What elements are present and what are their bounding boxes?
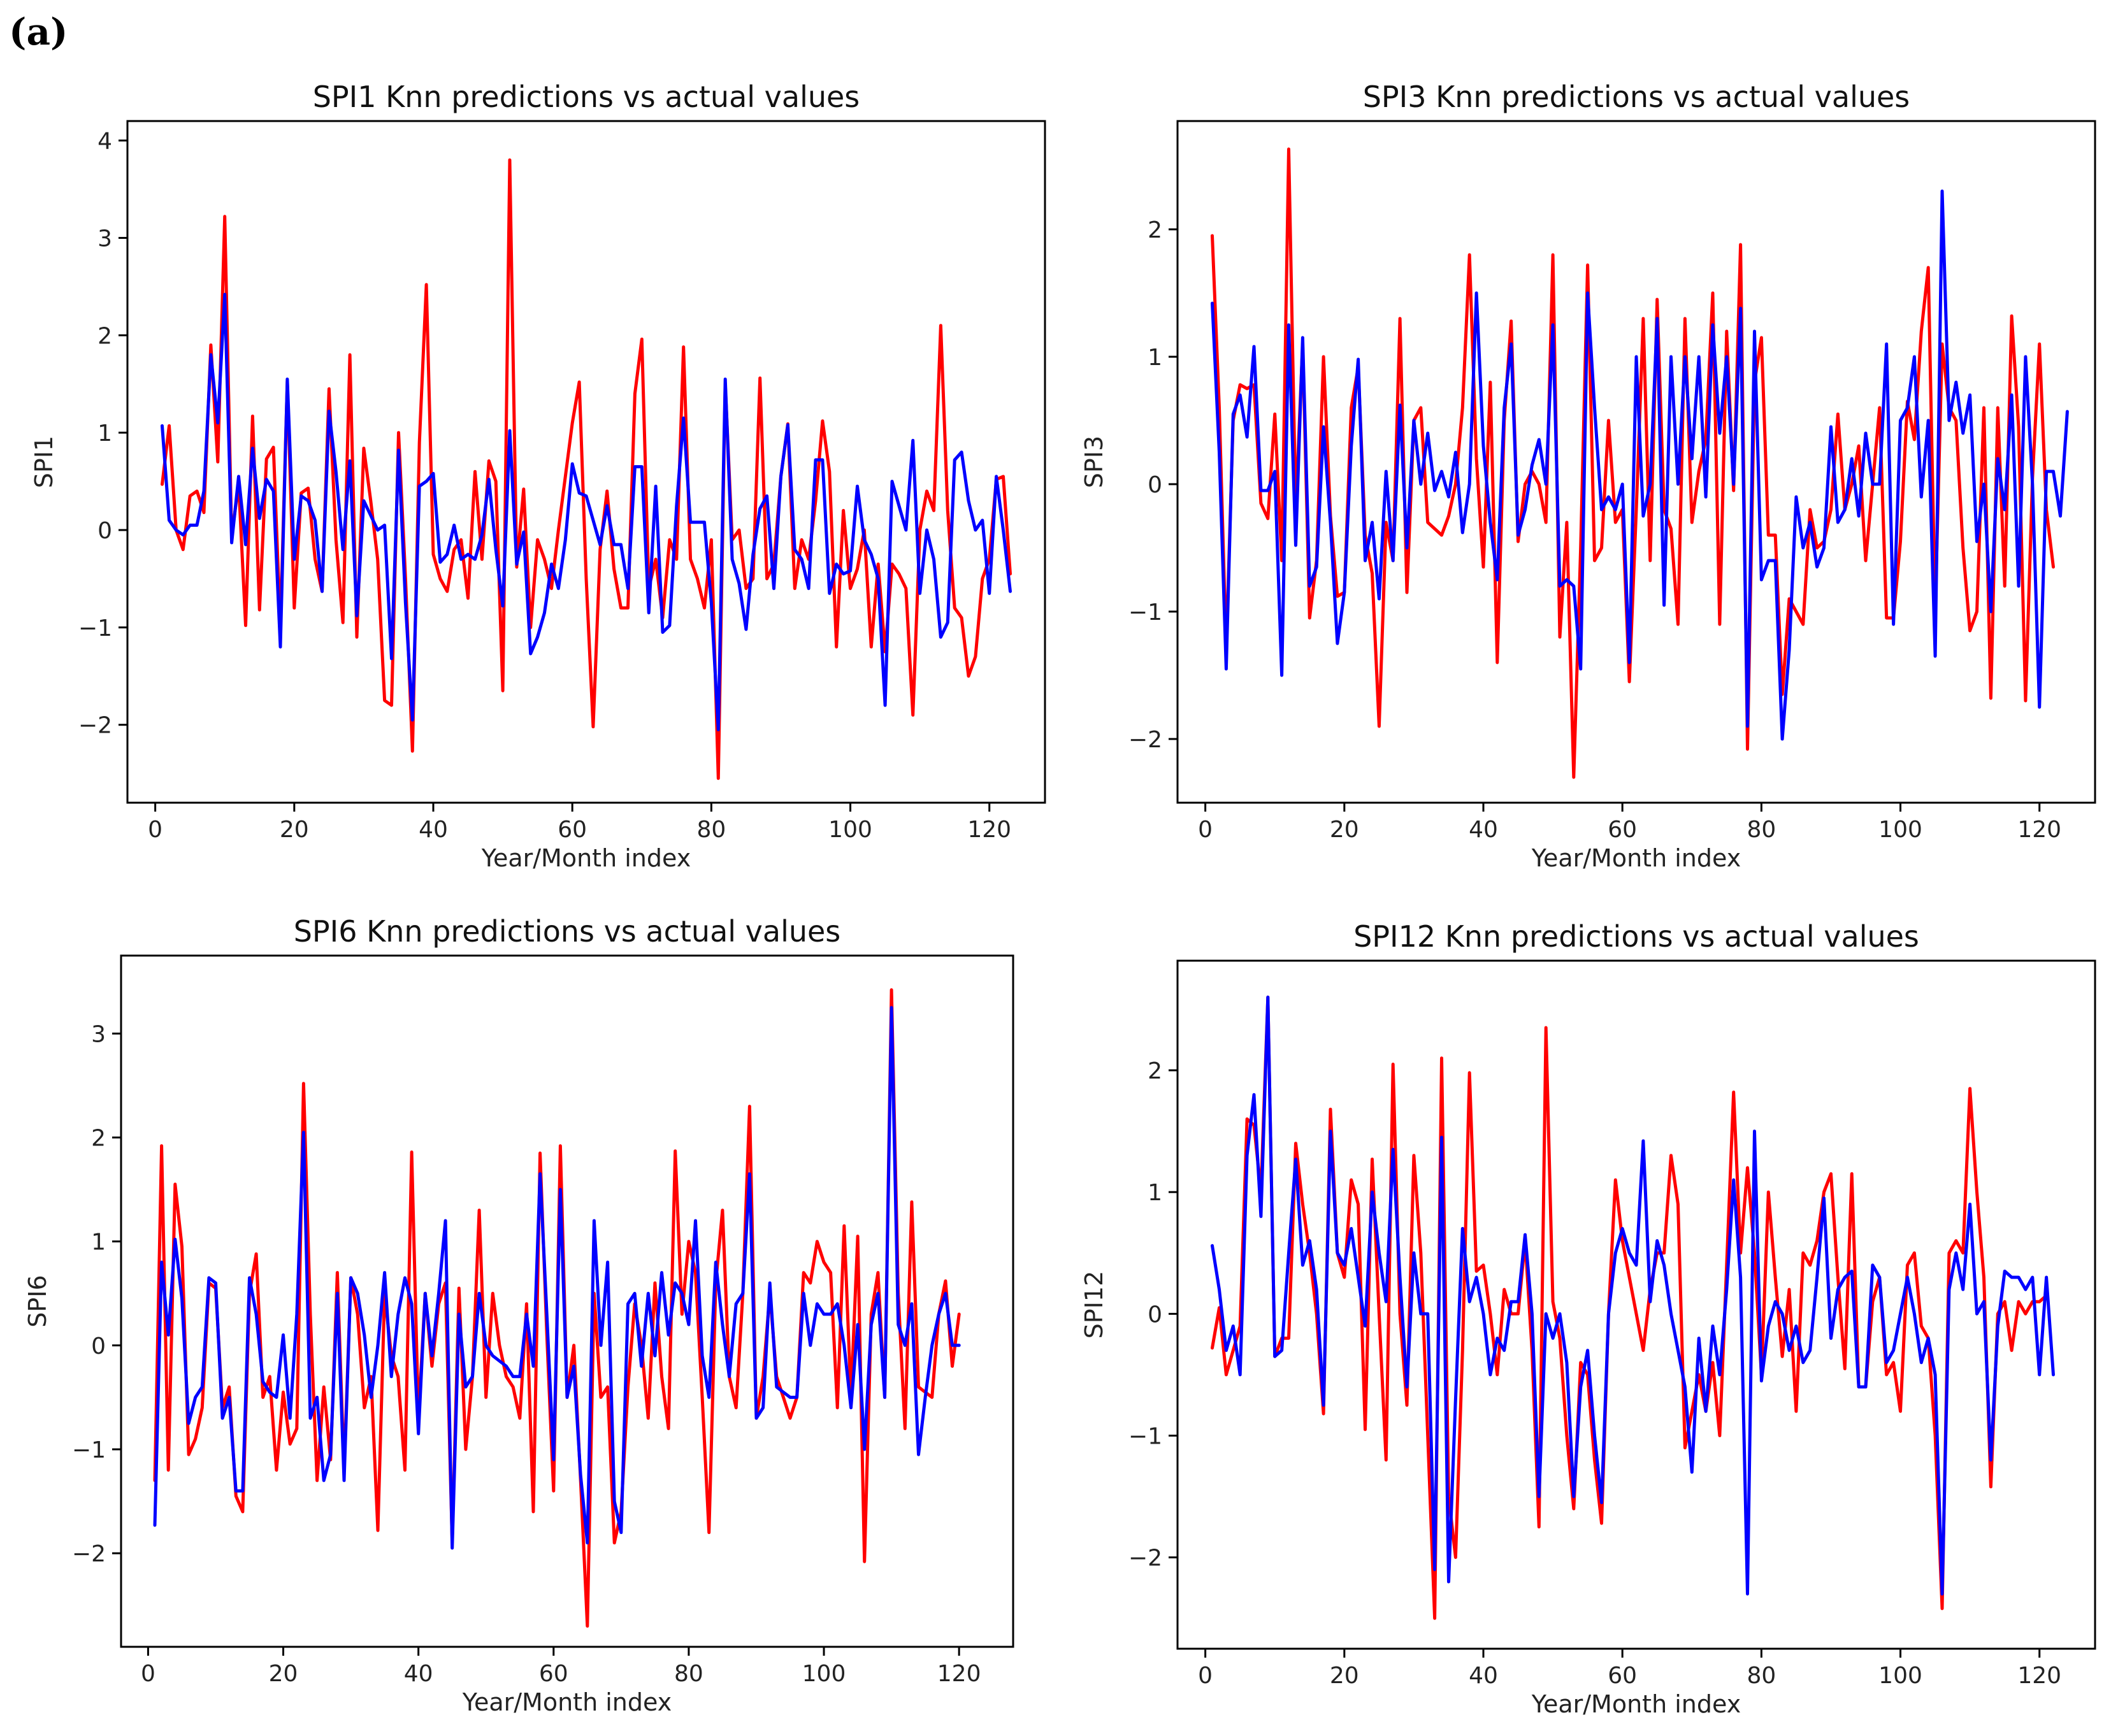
chart-title: SPI6 Knn predictions vs actual values	[294, 914, 841, 949]
plot-frame	[1176, 959, 2096, 1650]
y-tick-label: −2	[1128, 1546, 1162, 1572]
series-group	[1211, 995, 2055, 1620]
x-tick-label: 120	[937, 1661, 981, 1687]
y-tick-label: 1	[1148, 345, 1162, 371]
y-tick-label: 2	[97, 323, 112, 349]
y-axis-label: SPI12	[1080, 1271, 1108, 1339]
series-line-actual	[1211, 995, 2049, 1620]
x-tick-label: 60	[539, 1661, 568, 1687]
x-tick-label: 0	[141, 1661, 155, 1687]
x-tick-label: 80	[674, 1661, 703, 1687]
x-tick-label: 0	[1198, 817, 1213, 843]
x-tick-label: 120	[2017, 817, 2061, 843]
x-axis-label: Year/Month index	[1531, 1690, 1741, 1718]
x-axis-label: Year/Month index	[1531, 844, 1741, 872]
x-tick-label: 100	[802, 1661, 846, 1687]
x-tick-label: 60	[1608, 817, 1637, 843]
y-tick-label: 3	[97, 226, 112, 252]
y-tick-label: −1	[72, 1437, 106, 1463]
series-group	[161, 158, 1012, 780]
series-line-predicted	[153, 1006, 961, 1550]
x-tick-label: 20	[1330, 817, 1359, 843]
y-tick-label: 2	[1148, 217, 1162, 243]
chart-spi12: SPI12 Knn predictions vs actual values 0 2…	[1080, 919, 2096, 1718]
series-line-predicted	[1211, 995, 2055, 1596]
series-line-actual	[1211, 147, 2055, 779]
y-tick-label: −1	[78, 615, 112, 642]
y-tick-label: −1	[1128, 599, 1162, 626]
series-line-predicted	[161, 292, 1012, 731]
y-tick-label: 1	[1148, 1180, 1162, 1206]
plot-frame	[126, 120, 1046, 804]
x-tick-label: 0	[148, 817, 162, 843]
x-tick-label: 20	[269, 1661, 298, 1687]
y-tick-label: −1	[1128, 1423, 1162, 1449]
chart-title: SPI3 Knn predictions vs actual values	[1363, 80, 1910, 114]
x-axis-label: Year/Month index	[462, 1688, 672, 1716]
series-line-actual	[161, 158, 1012, 780]
x-tick-label: 40	[404, 1661, 433, 1687]
x-tick-label: 80	[1747, 817, 1776, 843]
x-tick-label: 60	[1608, 1663, 1637, 1689]
x-axis-label: Year/Month index	[481, 844, 691, 872]
y-axis-label: SPI3	[1080, 436, 1108, 488]
series-group	[1211, 147, 2069, 779]
series-group	[153, 988, 961, 1628]
x-tick-label: 100	[1878, 817, 1922, 843]
y-axis-label: SPI1	[30, 436, 58, 488]
chart-title: SPI1 Knn predictions vs actual values	[313, 80, 860, 114]
chart-title: SPI12 Knn predictions vs actual values	[1353, 919, 1919, 954]
x-tick-label: 40	[419, 817, 448, 843]
x-tick-label: 40	[1469, 1663, 1498, 1689]
x-tick-label: 120	[967, 817, 1011, 843]
y-axis-label: SPI6	[24, 1275, 52, 1327]
y-tick-label: 0	[97, 518, 112, 544]
x-tick-label: 40	[1469, 817, 1498, 843]
y-tick-label: 4	[97, 129, 112, 155]
plot-frame	[120, 954, 1014, 1648]
y-tick-label: 1	[91, 1230, 106, 1256]
x-tick-label: 60	[558, 817, 587, 843]
y-tick-label: −2	[1128, 727, 1162, 753]
x-tick-label: 0	[1198, 1663, 1213, 1689]
y-tick-label: 0	[91, 1333, 106, 1359]
x-tick-label: 120	[2017, 1663, 2061, 1689]
x-tick-label: 80	[696, 817, 726, 843]
figure-panel-label: (a)	[9, 10, 68, 54]
x-tick-label: 20	[1330, 1663, 1359, 1689]
x-tick-label: 100	[1878, 1663, 1922, 1689]
y-tick-label: −2	[78, 713, 112, 739]
y-tick-label: 2	[91, 1126, 106, 1152]
y-tick-label: −2	[72, 1541, 106, 1567]
series-line-predicted	[1211, 189, 2069, 741]
y-tick-label: 0	[1148, 1302, 1162, 1328]
y-tick-label: 3	[91, 1021, 106, 1047]
y-tick-label: 0	[1148, 472, 1162, 498]
x-tick-label: 80	[1747, 1663, 1776, 1689]
y-tick-label: 2	[1148, 1058, 1162, 1084]
x-tick-label: 20	[280, 817, 309, 843]
x-tick-label: 100	[828, 817, 872, 843]
y-tick-label: 1	[97, 420, 112, 447]
plot-frame	[1176, 120, 2096, 804]
